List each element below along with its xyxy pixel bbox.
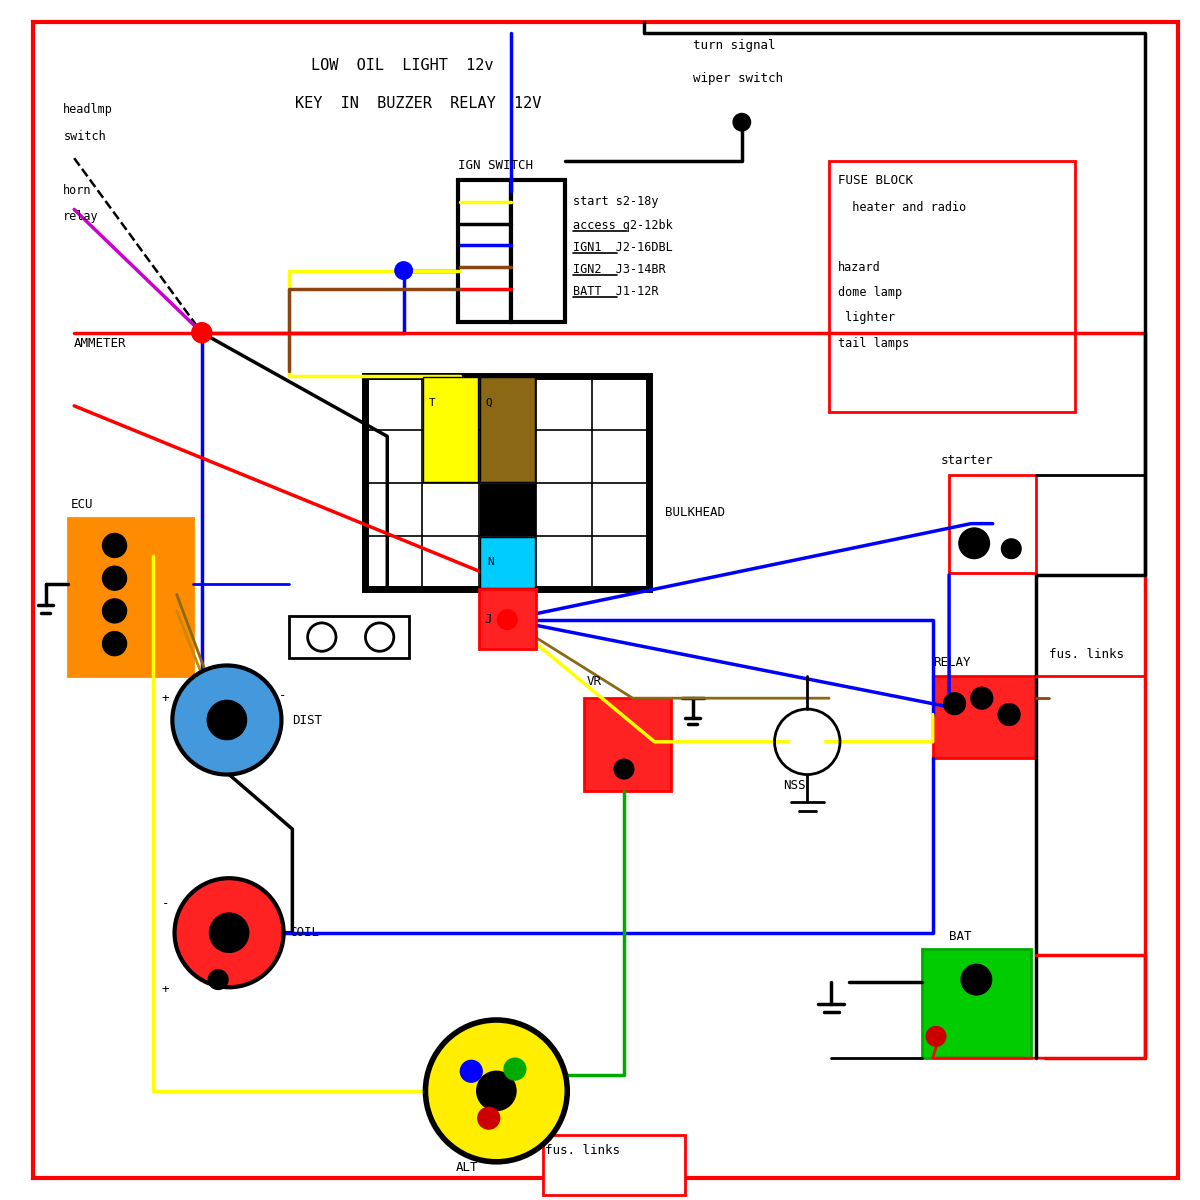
Circle shape [102,566,126,590]
Circle shape [174,878,283,988]
Text: +: + [162,691,169,704]
Circle shape [209,970,228,990]
Text: dome lamp: dome lamp [838,286,902,299]
Bar [479,589,535,649]
Bar [583,698,671,791]
Circle shape [614,760,634,779]
Bar [480,538,534,588]
Text: hazard: hazard [838,260,881,274]
Circle shape [395,262,413,280]
Text: N: N [487,557,494,568]
Circle shape [208,701,246,739]
Circle shape [173,666,282,774]
Circle shape [926,1026,946,1046]
Text: BATT  J1-12R: BATT J1-12R [572,284,659,298]
Circle shape [426,1020,568,1162]
Text: turn signal: turn signal [692,40,775,53]
Circle shape [959,528,990,558]
Bar [480,484,534,535]
Text: ECU: ECU [71,498,94,510]
Text: lighter: lighter [838,311,895,324]
Circle shape [504,1058,526,1080]
Text: headlmp: headlmp [64,102,113,115]
Text: start s2-18y: start s2-18y [572,196,659,209]
Circle shape [998,703,1020,726]
Circle shape [102,599,126,623]
Text: RELAY: RELAY [932,655,971,668]
Circle shape [499,612,515,628]
Text: FUSE BLOCK: FUSE BLOCK [838,174,913,186]
Text: horn: horn [64,185,91,198]
Bar [544,1134,685,1194]
Text: access q2-12bk: access q2-12bk [572,220,672,233]
Bar [424,378,478,481]
Text: tail lamps: tail lamps [838,337,910,350]
Text: +: + [162,983,169,996]
Text: relay: relay [64,210,98,222]
Text: KEY  IN  BUZZER  RELAY  12V: KEY IN BUZZER RELAY 12V [294,96,541,112]
Bar [480,378,534,481]
Text: T: T [428,397,436,408]
Text: Q: Q [486,397,492,408]
Bar [922,949,1031,1058]
Circle shape [461,1061,482,1082]
Circle shape [971,688,992,709]
Circle shape [210,913,248,953]
Text: AMMETER: AMMETER [74,337,127,350]
Text: VR: VR [587,676,602,689]
Text: BULKHEAD: BULKHEAD [666,506,726,520]
Circle shape [1002,539,1021,558]
Bar [510,180,565,322]
Circle shape [192,323,211,342]
Circle shape [498,610,517,630]
Text: IGN2  J3-14BR: IGN2 J3-14BR [572,263,665,276]
Circle shape [478,1108,499,1129]
Text: fus. links: fus. links [1050,648,1124,661]
Circle shape [102,534,126,558]
Text: fus. links: fus. links [546,1145,620,1158]
Text: NSS: NSS [784,779,805,792]
Circle shape [943,692,966,714]
Text: J: J [485,613,492,626]
Text: ALT: ALT [456,1160,479,1174]
Circle shape [102,631,126,655]
Text: LOW  OIL  LIGHT  12v: LOW OIL LIGHT 12v [311,58,493,73]
Bar [366,377,649,589]
Text: BAT: BAT [949,930,972,942]
Bar [289,617,409,658]
Circle shape [791,726,823,758]
Text: COIL: COIL [289,926,319,940]
Text: IGN1  J2-16DBL: IGN1 J2-16DBL [572,241,672,254]
Bar [949,474,1037,572]
Text: DIST: DIST [293,714,323,726]
Text: -: - [280,690,287,702]
Text: starter: starter [941,454,992,467]
Bar [458,180,510,322]
Bar [67,518,193,677]
Circle shape [961,965,991,995]
Text: wiper switch: wiper switch [692,72,782,85]
Text: switch: switch [64,130,106,143]
Circle shape [192,323,211,342]
Bar [829,162,1074,413]
Text: heater and radio: heater and radio [838,200,966,214]
Circle shape [476,1072,516,1110]
Bar [932,677,1037,758]
Text: -: - [162,896,169,910]
Text: IGN SWITCH: IGN SWITCH [458,160,533,173]
Circle shape [733,114,750,131]
